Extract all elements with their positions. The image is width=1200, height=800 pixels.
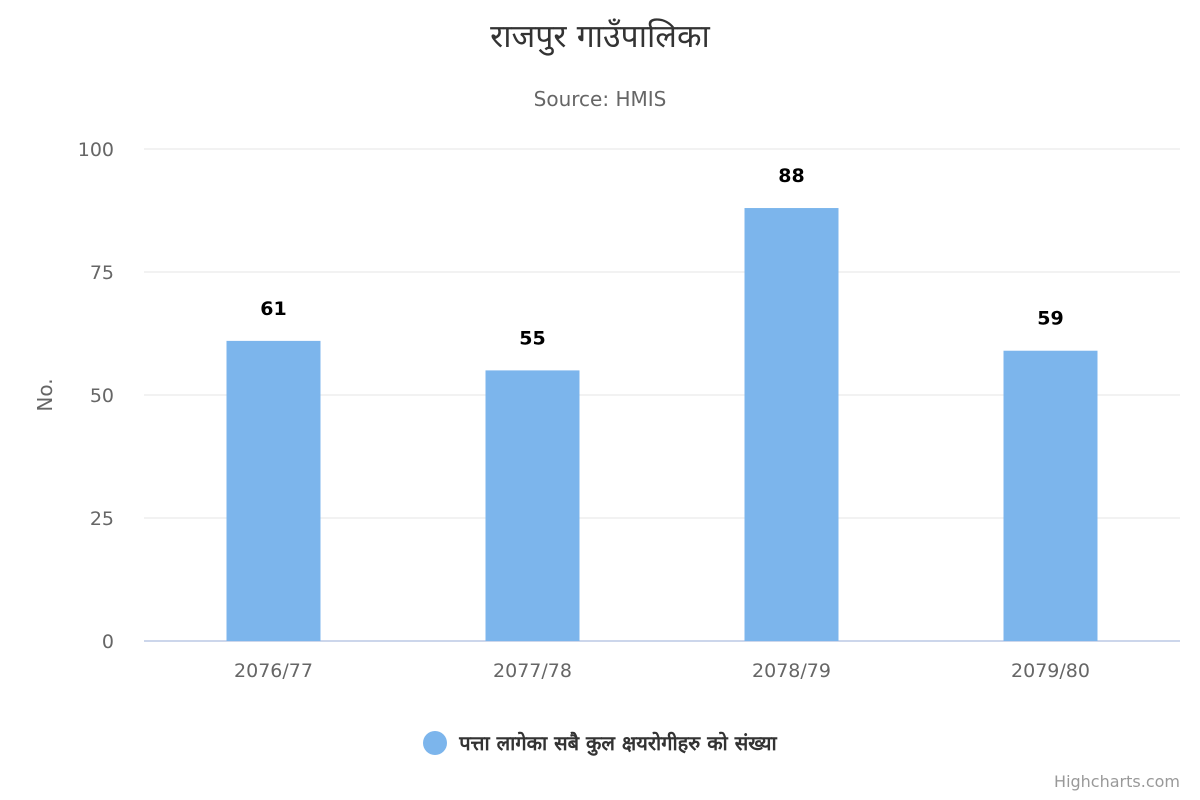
legend-label: पत्ता लागेका सबै कुल क्षयरोगीहरु को संख्… [459,731,777,755]
y-tick-label: 100 [78,139,114,161]
y-tick-label: 0 [102,631,114,653]
y-tick-label: 25 [90,508,114,530]
chart-subtitle: Source: HMIS [533,87,667,111]
legend-marker-icon [423,730,448,755]
y-axis-title: No. [33,378,57,411]
bar[interactable] [1003,350,1098,641]
bar[interactable] [226,340,321,641]
data-label: 88 [778,165,804,187]
data-label: 55 [519,327,545,349]
x-tick-label: 2078/79 [752,660,831,682]
data-label: 61 [260,298,286,320]
y-tick-label: 50 [90,385,114,407]
x-tick-label: 2076/77 [234,660,313,682]
chart-title: राजपुर गाउँपालिका [490,17,710,55]
bar[interactable] [744,208,839,642]
credits-link[interactable]: Highcharts.com [1054,772,1180,791]
x-tick-label: 2079/80 [1011,660,1090,682]
legend-item[interactable]: पत्ता लागेका सबै कुल क्षयरोगीहरु को संख्… [0,729,1200,756]
bar[interactable] [485,370,580,641]
y-tick-label: 75 [90,262,114,284]
data-label: 59 [1037,308,1063,330]
x-tick-label: 2077/78 [493,660,572,682]
